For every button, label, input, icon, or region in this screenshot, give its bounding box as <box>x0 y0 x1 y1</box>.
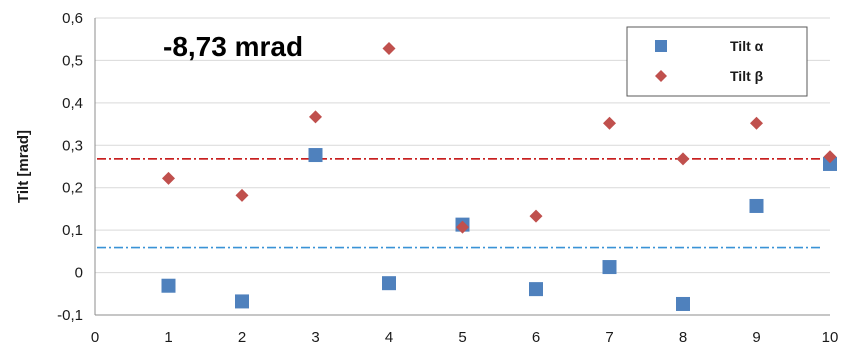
tilt-beta-point <box>750 116 763 130</box>
tilt-beta-point <box>162 171 175 185</box>
x-tick-label: 3 <box>311 329 319 346</box>
y-tick-label: 0,6 <box>62 10 83 27</box>
tilt-alpha-point <box>529 282 543 297</box>
x-tick-label: 6 <box>532 329 540 346</box>
x-tick-label: 7 <box>605 329 613 346</box>
tilt-beta-point <box>456 220 469 234</box>
axes <box>94 18 830 316</box>
legend-marker-diamond <box>655 70 667 82</box>
y-tick-label: 0,5 <box>62 52 83 69</box>
tilt-alpha-point <box>676 296 690 311</box>
tilt-beta-point <box>309 110 322 124</box>
tilt-alpha-point <box>308 148 323 163</box>
y-tick-labels: -0,1 0 0,1 0,2 0,3 0,4 0,5 0,6 <box>57 10 83 324</box>
tilt-beta-point <box>823 150 837 164</box>
tilt-beta-point <box>529 209 543 223</box>
x-tick-labels: 0 1 2 3 4 5 6 7 8 9 10 <box>91 329 839 346</box>
legend-box <box>626 26 808 97</box>
tilt-beta-point <box>235 188 249 202</box>
tilt-alpha-point <box>382 276 396 291</box>
y-axis-label: Tilt [mrad] <box>15 130 32 203</box>
x-tick-label: 5 <box>458 329 466 346</box>
legend-marker-square <box>655 40 667 52</box>
tilt-alpha-point <box>602 260 617 275</box>
y-tick-label: 0,1 <box>62 222 83 239</box>
tilt-beta-point <box>382 42 396 56</box>
y-tick-label: 0,3 <box>62 137 83 154</box>
tilt-alpha-point <box>749 198 764 213</box>
x-tick-label: 4 <box>385 329 393 346</box>
tilt-alpha-point <box>161 278 176 293</box>
tilt-beta-point <box>603 116 616 130</box>
data-points <box>161 42 837 311</box>
x-tick-label: 10 <box>822 329 839 346</box>
tilt-alpha-point <box>823 156 837 171</box>
y-tick-label: -0,1 <box>57 307 83 324</box>
legend: Tilt α Tilt β <box>626 26 808 97</box>
y-tick-label: 0,2 <box>62 180 83 197</box>
x-tick-label: 9 <box>752 329 760 346</box>
legend-label: Tilt β <box>730 68 764 84</box>
tilt-alpha-point <box>235 294 249 309</box>
y-tick-label: 0 <box>75 265 83 282</box>
reference-lines <box>97 158 822 249</box>
annotation-text: -8,73 mrad <box>163 31 303 62</box>
x-tick-label: 0 <box>91 329 99 346</box>
x-tick-label: 8 <box>679 329 687 346</box>
legend-label: Tilt α <box>730 38 764 54</box>
y-tick-label: 0,4 <box>62 95 83 112</box>
x-tick-label: 1 <box>164 329 172 346</box>
x-tick-label: 2 <box>238 329 246 346</box>
tilt-beta-point <box>676 152 690 166</box>
